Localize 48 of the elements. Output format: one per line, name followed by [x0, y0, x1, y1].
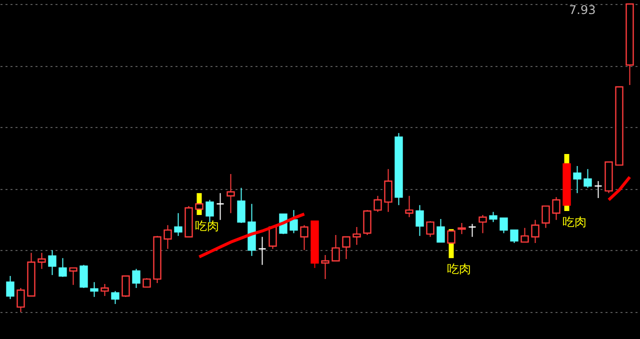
annotation: 吃肉	[195, 218, 220, 233]
candlestick	[489, 211, 498, 223]
candlestick	[6, 275, 14, 300]
candlestick	[426, 220, 434, 238]
candlestick	[363, 210, 372, 236]
candlestick	[111, 290, 120, 304]
candlestick	[237, 187, 246, 224]
candlestick	[132, 268, 140, 288]
candlestick	[321, 254, 330, 280]
candlestick	[552, 196, 560, 220]
candlestick	[69, 267, 78, 286]
candlestick	[500, 217, 508, 234]
candlestick	[164, 224, 172, 250]
candlestick	[122, 275, 130, 298]
candlestick	[468, 223, 476, 238]
candlestick	[332, 234, 340, 262]
candlestick	[90, 282, 98, 298]
candlestick	[416, 204, 424, 236]
candlestick	[436, 218, 445, 243]
candlestick	[478, 214, 487, 234]
candlestick	[594, 180, 602, 199]
candlestick	[38, 252, 46, 270]
candlestick	[584, 168, 592, 188]
candlestick	[352, 226, 361, 246]
candlestick	[100, 283, 109, 296]
candlestick	[216, 192, 224, 220]
candlestick	[520, 227, 529, 243]
candlestick	[573, 166, 582, 194]
annotation: 7.93	[569, 3, 596, 17]
candlestick	[80, 264, 88, 288]
candlestick	[290, 210, 298, 234]
candlestick	[300, 224, 308, 251]
candlestick	[374, 195, 382, 212]
candlestick	[542, 205, 550, 228]
candlestick	[342, 236, 350, 260]
annotation: 吃肉	[447, 262, 472, 276]
candlestick	[531, 219, 540, 244]
candlestick	[226, 174, 235, 214]
candlestick	[258, 236, 266, 266]
candlestick	[458, 222, 466, 235]
candlestick	[16, 287, 25, 312]
candlestick	[405, 195, 414, 218]
candlestick	[174, 212, 182, 236]
candlestick	[510, 229, 518, 244]
candlestick	[58, 258, 67, 278]
candlestick	[384, 168, 392, 212]
annotation: 吃肉	[562, 214, 587, 229]
candlestick	[48, 250, 56, 276]
